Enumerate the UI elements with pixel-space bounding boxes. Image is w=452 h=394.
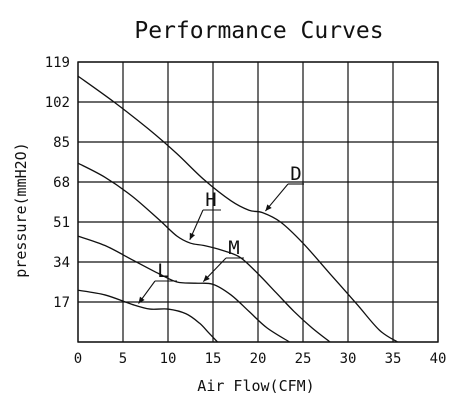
y-axis-title: pressure(mmH2O) xyxy=(12,142,30,277)
plot-frame xyxy=(77,61,439,343)
grid xyxy=(77,61,439,343)
y-tick-label-102: 102 xyxy=(45,95,70,111)
curve-label-M: M xyxy=(228,237,239,259)
x-tick-label-0: 0 xyxy=(74,351,82,367)
x-tick-label-20: 20 xyxy=(250,351,267,367)
y-tick-label-34: 34 xyxy=(53,255,70,271)
tick-labels: 0 5 10 15 20 25 30 35 40 17 34 51 68 85 102 119 xyxy=(45,55,447,367)
y-tick-label-17: 17 xyxy=(53,295,70,311)
y-tick-label-119: 119 xyxy=(45,55,70,71)
callout-arrow-L xyxy=(138,296,145,304)
curve-label-D: D xyxy=(290,163,301,185)
callout-arrow-M xyxy=(203,275,210,282)
callout-arrow-H xyxy=(189,232,196,240)
y-tick-label-51: 51 xyxy=(53,215,70,231)
x-tick-label-5: 5 xyxy=(119,351,127,367)
curve-H xyxy=(77,162,331,343)
x-tick-label-30: 30 xyxy=(340,351,357,367)
curve-M xyxy=(77,235,290,343)
x-tick-label-40: 40 xyxy=(430,351,447,367)
x-tick-label-25: 25 xyxy=(295,351,312,367)
curve-D xyxy=(77,75,398,343)
y-tick-label-85: 85 xyxy=(53,135,70,151)
curve-labels: D H M L xyxy=(138,163,304,304)
curve-L xyxy=(77,289,218,343)
curve-label-L: L xyxy=(157,260,168,282)
curve-label-H: H xyxy=(205,189,216,211)
x-axis-title: Air Flow(CFM) xyxy=(197,377,314,394)
x-tick-label-35: 35 xyxy=(385,351,402,367)
y-tick-label-68: 68 xyxy=(53,175,70,191)
callout-arrow-D xyxy=(265,204,272,212)
chart-title: Performance Curves xyxy=(134,18,383,44)
curves xyxy=(77,75,398,343)
x-tick-label-15: 15 xyxy=(205,351,222,367)
x-tick-label-10: 10 xyxy=(160,351,177,367)
